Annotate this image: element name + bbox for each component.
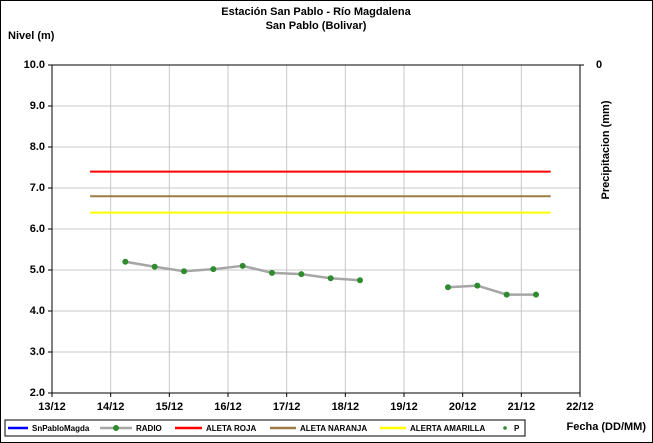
data-point — [181, 268, 187, 275]
y-tick-label: 9.0 — [30, 100, 45, 112]
y-tick-label: 10.0 — [24, 59, 45, 71]
legend-label: ALETA NARANJA — [300, 424, 367, 433]
data-point — [210, 266, 217, 273]
legend-label: RADIO — [136, 424, 162, 433]
data-point — [474, 282, 481, 289]
x-tick-label: 17/12 — [273, 401, 301, 413]
chart-title: Estación San Pablo - Río Magdalena — [221, 6, 411, 18]
y-tick-label: 4.0 — [30, 305, 45, 317]
x-tick-label: 14/12 — [97, 401, 125, 413]
data-point — [298, 271, 305, 278]
y-tick-label: 6.0 — [30, 223, 45, 235]
y2-axis-label: Precipitacion (mm) — [600, 100, 612, 199]
data-point — [239, 262, 246, 269]
x-axis-label: Fecha (DD/MM) — [567, 421, 647, 433]
y-tick-label: 7.0 — [30, 182, 45, 194]
y-tick-label: 2.0 — [30, 387, 45, 399]
x-tick-label: 20/12 — [449, 401, 477, 413]
x-tick-label: 13/12 — [38, 401, 66, 413]
data-point — [269, 269, 275, 276]
y-tick-label: 8.0 — [30, 141, 45, 153]
x-tick-label: 15/12 — [156, 401, 184, 413]
legend-marker — [113, 425, 119, 431]
x-tick-label: 18/12 — [332, 401, 360, 413]
chart-subtitle: San Pablo (Bolivar) — [266, 20, 367, 32]
x-tick-label: 16/12 — [214, 401, 242, 413]
data-point — [327, 275, 334, 282]
y-axis-label: Nivel (m) — [8, 30, 55, 42]
data-point — [533, 291, 539, 298]
data-point — [503, 291, 510, 298]
y2-tick-label: 0 — [596, 59, 602, 71]
legend-label: P — [514, 424, 520, 433]
y-tick-label: 3.0 — [30, 346, 45, 358]
x-tick-label: 19/12 — [390, 401, 418, 413]
data-point — [445, 284, 451, 291]
legend-box — [4, 419, 526, 437]
y-tick-label: 5.0 — [30, 264, 45, 276]
x-tick-label: 22/12 — [566, 401, 594, 413]
data-point — [151, 263, 158, 270]
legend-label: ALERTA AMARILLA — [410, 424, 485, 433]
x-tick-label: 21/12 — [508, 401, 536, 413]
legend-label: ALETA ROJA — [206, 424, 256, 433]
data-point — [357, 277, 363, 284]
legend-label: SnPabloMagda — [32, 424, 90, 433]
legend-marker — [503, 426, 507, 430]
plot-border — [51, 64, 581, 394]
data-point — [122, 258, 129, 265]
